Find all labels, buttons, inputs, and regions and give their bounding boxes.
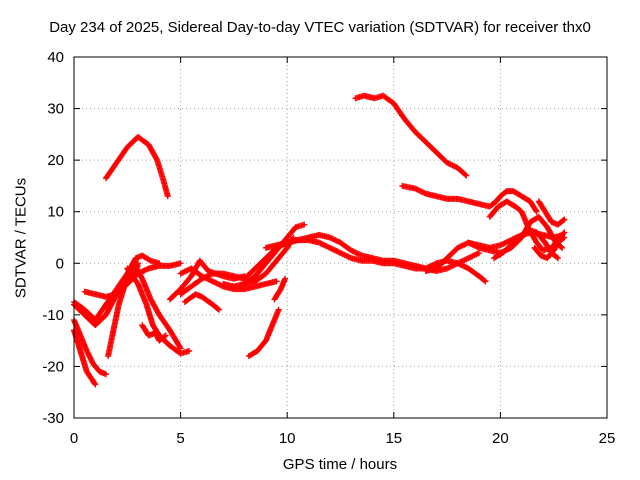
- data-point: [476, 249, 483, 256]
- data-point: [301, 221, 308, 228]
- y-tick-label-0: -30: [42, 410, 64, 427]
- data-point: [162, 332, 169, 339]
- data-point: [559, 244, 566, 251]
- data-point: [561, 229, 568, 236]
- x-tick-label-4: 20: [492, 430, 509, 447]
- y-axis-label: SDTVAR / TECUs: [12, 177, 30, 299]
- grid-lines: [74, 57, 607, 418]
- y-tick-label-5: 20: [47, 152, 64, 169]
- data-point: [561, 234, 568, 241]
- data-point: [558, 243, 565, 250]
- x-tick-label-3: 15: [385, 430, 402, 447]
- data-point: [275, 306, 282, 313]
- plot-frame: [73, 56, 608, 419]
- x-tick-label-2: 10: [279, 430, 296, 447]
- chart-title: Day 234 of 2025, Sidereal Day-to-day VTE…: [49, 19, 591, 36]
- data-point: [561, 216, 568, 223]
- data-point: [92, 381, 99, 388]
- series-arc-18: [262, 237, 489, 285]
- data-point: [462, 171, 469, 178]
- series-arc-1: [102, 133, 171, 200]
- series-arc-2: [71, 327, 99, 388]
- x-tick-label-0: 0: [70, 430, 78, 447]
- series-arc-20: [271, 275, 289, 303]
- series-arc-13: [181, 291, 222, 313]
- y-tick-label-3: 0: [56, 255, 64, 272]
- y-tick-label-6: 30: [47, 101, 64, 118]
- y-tick-label-7: 40: [47, 49, 64, 66]
- data-point: [273, 278, 280, 285]
- x-tick-label-1: 5: [176, 430, 184, 447]
- data-point: [481, 277, 488, 284]
- series-arc-21: [352, 92, 470, 179]
- data-point: [282, 275, 289, 282]
- data-point: [177, 260, 184, 267]
- series-arc-26: [491, 226, 561, 262]
- data-point: [553, 254, 560, 261]
- data-point: [554, 255, 561, 262]
- axis-ticks: 0 5 10 15 20 25 -30 -20 -10 0 10 20 30 40: [42, 49, 615, 447]
- series-arc-22: [399, 182, 540, 215]
- data-point: [560, 217, 567, 224]
- data-point: [102, 371, 109, 378]
- series-arc-19: [245, 306, 282, 360]
- data-points: [71, 92, 568, 388]
- series-arc-10: [139, 322, 169, 344]
- data-point: [482, 278, 489, 285]
- data-point: [215, 306, 222, 313]
- x-axis-label: GPS time / hours: [282, 456, 398, 473]
- data-point: [463, 172, 470, 179]
- data-point: [161, 333, 168, 340]
- y-tick-label-2: -10: [42, 307, 64, 324]
- data-point: [532, 207, 539, 214]
- y-tick-label-1: -20: [42, 358, 64, 375]
- data-point: [91, 380, 98, 387]
- y-tick-label-4: 10: [47, 204, 64, 221]
- data-point: [186, 347, 193, 354]
- series-arc-8: [130, 260, 184, 352]
- data-point: [214, 305, 221, 312]
- data-point: [533, 208, 540, 215]
- series-arc-16: [241, 221, 308, 287]
- series-arc-3: [71, 317, 109, 378]
- series-arc-28: [531, 234, 568, 262]
- data-point: [164, 193, 171, 200]
- x-tick-label-5: 25: [599, 430, 616, 447]
- data-point: [176, 344, 183, 351]
- data-point: [177, 345, 184, 352]
- series-arc-27: [535, 198, 568, 228]
